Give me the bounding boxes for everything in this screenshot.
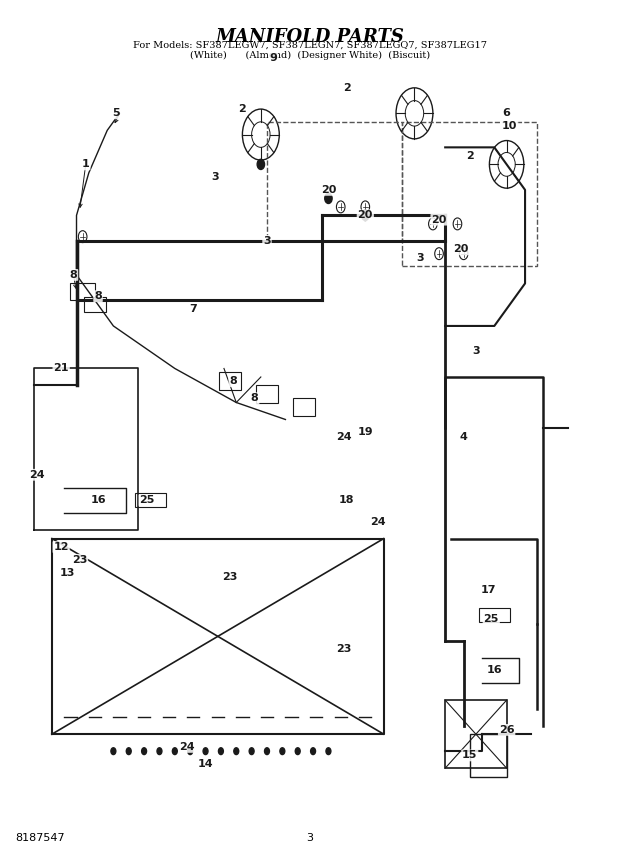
Circle shape (203, 748, 208, 755)
Text: MANIFOLD PARTS: MANIFOLD PARTS (216, 28, 404, 46)
Bar (402, 122, 538, 266)
Circle shape (126, 748, 131, 755)
Circle shape (234, 748, 239, 755)
Text: For Models: SF387LEGW7, SF387LEGN7, SF387LEGQ7, SF387LEG17: For Models: SF387LEGW7, SF387LEGN7, SF38… (133, 41, 487, 50)
Circle shape (311, 748, 316, 755)
Text: 23: 23 (72, 555, 87, 565)
Text: 18: 18 (339, 496, 355, 505)
Circle shape (361, 211, 369, 221)
Text: 8: 8 (69, 270, 78, 280)
Text: 4: 4 (459, 431, 467, 442)
Text: 13: 13 (60, 568, 75, 578)
Text: 8: 8 (251, 393, 259, 403)
Text: 20: 20 (321, 185, 336, 195)
Text: 20: 20 (358, 211, 373, 220)
Text: 23: 23 (336, 644, 352, 654)
Circle shape (280, 748, 285, 755)
Circle shape (188, 748, 193, 755)
Text: 24: 24 (370, 516, 386, 526)
Text: 3: 3 (263, 236, 271, 246)
Circle shape (257, 159, 265, 169)
Text: (White)      (Almond)  (Designer White)  (Biscuit): (White) (Almond) (Designer White) (Biscu… (190, 51, 430, 61)
Text: 6: 6 (503, 109, 510, 118)
Text: 25: 25 (140, 496, 155, 505)
Text: 2: 2 (343, 83, 351, 92)
Bar (470, 734, 507, 776)
Circle shape (249, 748, 254, 755)
Circle shape (265, 748, 270, 755)
Bar (70, 283, 95, 300)
Text: 3: 3 (472, 347, 480, 356)
Text: 23: 23 (223, 572, 238, 582)
Text: 1: 1 (82, 159, 90, 169)
Bar (135, 494, 166, 507)
Text: 24: 24 (29, 470, 45, 479)
Bar (84, 297, 106, 312)
Text: 24: 24 (336, 431, 352, 442)
Text: 12: 12 (53, 542, 69, 552)
Bar (267, 122, 402, 241)
Bar (256, 385, 278, 403)
Circle shape (326, 748, 331, 755)
Circle shape (218, 748, 223, 755)
Text: 9: 9 (269, 53, 277, 63)
Circle shape (157, 748, 162, 755)
Circle shape (295, 748, 300, 755)
Circle shape (111, 748, 116, 755)
Text: 21: 21 (53, 364, 69, 373)
Text: 25: 25 (484, 615, 499, 624)
Text: 5: 5 (113, 109, 120, 118)
Circle shape (141, 748, 146, 755)
Text: 20: 20 (453, 245, 468, 254)
Text: 16: 16 (90, 496, 106, 505)
Text: 2: 2 (466, 151, 474, 161)
Text: 8187547: 8187547 (15, 833, 64, 843)
Bar (219, 372, 241, 390)
Text: 3: 3 (211, 172, 219, 182)
Text: 20: 20 (432, 215, 447, 224)
Circle shape (172, 748, 177, 755)
Circle shape (325, 193, 332, 204)
Text: 26: 26 (499, 725, 515, 735)
Text: 10: 10 (502, 121, 517, 131)
Text: 16: 16 (487, 665, 502, 675)
Text: 24: 24 (179, 742, 195, 752)
Text: 15: 15 (462, 751, 477, 760)
Bar (293, 397, 315, 416)
Text: 3: 3 (417, 253, 425, 263)
Text: 8: 8 (229, 377, 237, 386)
Text: 8: 8 (94, 291, 102, 301)
Bar (445, 700, 507, 768)
Text: 2: 2 (239, 104, 246, 114)
Text: 3: 3 (306, 833, 314, 843)
Bar (479, 609, 510, 622)
Text: 14: 14 (198, 759, 213, 769)
Text: 17: 17 (480, 585, 496, 595)
Text: 19: 19 (358, 427, 373, 437)
Text: 7: 7 (189, 304, 197, 314)
